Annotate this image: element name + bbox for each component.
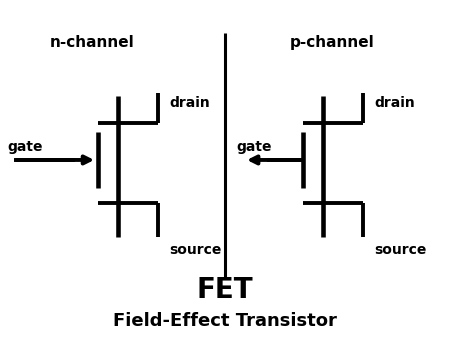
Text: source: source bbox=[374, 243, 426, 257]
Text: FET: FET bbox=[197, 276, 253, 304]
Text: p-channel: p-channel bbox=[289, 35, 374, 50]
Text: drain: drain bbox=[374, 96, 414, 110]
Text: gate: gate bbox=[236, 140, 272, 154]
Text: gate: gate bbox=[7, 140, 43, 154]
Text: Field-Effect Transistor: Field-Effect Transistor bbox=[113, 311, 337, 329]
Text: n-channel: n-channel bbox=[50, 35, 134, 50]
Text: source: source bbox=[170, 243, 222, 257]
Text: drain: drain bbox=[170, 96, 210, 110]
